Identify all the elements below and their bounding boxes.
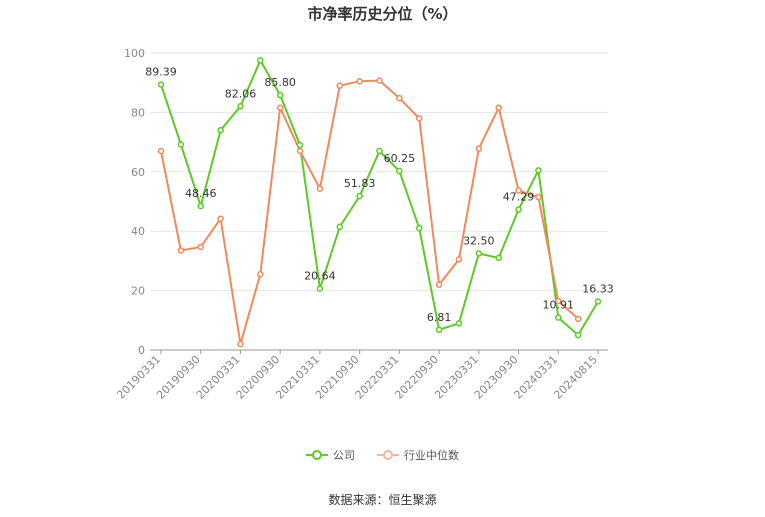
data-label: 60.25 xyxy=(384,152,416,165)
data-label: 51.83 xyxy=(344,177,376,190)
data-point-industry xyxy=(276,104,284,111)
axes: 0204060801002019033120190930202003312020… xyxy=(114,47,608,402)
data-point-industry xyxy=(197,243,204,251)
data-point-industry xyxy=(157,147,165,155)
data-label: 89.39 xyxy=(145,66,177,79)
data-label: 85.80 xyxy=(264,76,296,89)
data-point-company xyxy=(535,167,542,174)
data-point-company xyxy=(217,126,224,134)
data-point-company xyxy=(495,254,502,262)
data-label: 47.29 xyxy=(503,191,535,204)
data-label: 82.06 xyxy=(225,87,257,100)
data-point-industry xyxy=(376,77,383,84)
data-point-company xyxy=(177,141,185,148)
data-point-company xyxy=(455,320,463,327)
data-label: 48.46 xyxy=(185,187,217,200)
data-label: 32.50 xyxy=(463,234,495,247)
line-chart: 0204060801002019033120190930202003312020… xyxy=(114,47,614,402)
data-point-industry xyxy=(475,145,483,152)
data-point-company xyxy=(336,223,344,230)
legend-industry-label: 行业中位数 xyxy=(404,449,459,462)
data-point-industry xyxy=(296,147,304,155)
data-point-industry xyxy=(574,315,582,323)
data-point-industry xyxy=(515,187,522,194)
data-point-industry xyxy=(237,340,244,348)
y-tick-label: 80 xyxy=(131,106,145,119)
data-point-industry xyxy=(535,193,542,201)
y-tick-label: 100 xyxy=(124,47,145,60)
data-label: 20.64 xyxy=(304,270,336,283)
data-point-company xyxy=(555,314,562,321)
data-point-company xyxy=(515,206,522,213)
legend-item-company[interactable]: 公司 xyxy=(306,447,355,463)
x-tick-label: 20240815 xyxy=(551,353,600,402)
data-point-company xyxy=(276,91,284,99)
data-point-company xyxy=(157,81,165,88)
data-point-industry xyxy=(257,271,264,278)
data-point-company xyxy=(435,326,443,334)
data-point-industry xyxy=(555,297,562,305)
data-point-industry xyxy=(396,94,403,102)
data-point-company xyxy=(257,57,264,64)
data-point-company xyxy=(237,103,244,110)
legend: 公司 行业中位数 xyxy=(0,447,765,463)
data-point-industry xyxy=(495,104,502,111)
data-point-company xyxy=(415,224,423,232)
y-tick-label: 20 xyxy=(131,285,145,298)
data-source: 数据来源：恒生聚源 xyxy=(328,493,437,507)
data-point-company xyxy=(356,192,363,200)
series-line-industry xyxy=(160,79,579,346)
data-point-company xyxy=(475,250,483,257)
data-point-industry xyxy=(177,247,185,254)
chart-title: 市净率历史分位（%） xyxy=(307,5,458,23)
y-tick-label: 40 xyxy=(131,225,145,238)
data-label: 10.91 xyxy=(543,299,575,312)
data-point-company xyxy=(376,147,383,155)
data-point-company xyxy=(594,298,602,305)
data-point-industry xyxy=(356,77,363,85)
data-label: 16.33 xyxy=(582,282,614,295)
data-point-industry xyxy=(336,82,344,89)
data-point-company xyxy=(296,141,304,149)
data-point-industry xyxy=(435,281,443,288)
legend-item-industry[interactable]: 行业中位数 xyxy=(377,447,459,463)
data-labels: 89.39 48.46 82.06 85.80 20.64 51.83 60.25 6.81 3… xyxy=(145,66,614,324)
data-point-company xyxy=(197,202,204,210)
legend-company-marker xyxy=(306,450,328,460)
data-point-company xyxy=(316,285,324,292)
data-point-industry xyxy=(415,115,423,122)
data-label: 6.81 xyxy=(427,311,452,324)
data-point-industry xyxy=(455,256,463,263)
data-point-company xyxy=(574,331,582,339)
y-tick-label: 0 xyxy=(138,344,145,357)
legend-industry-marker xyxy=(377,450,399,460)
legend-company-label: 公司 xyxy=(333,449,355,462)
data-point-industry xyxy=(316,185,324,192)
y-tick-label: 60 xyxy=(131,166,145,179)
series-lines xyxy=(157,57,602,348)
grid-lines xyxy=(150,52,608,292)
data-point-industry xyxy=(217,215,224,222)
data-point-company xyxy=(396,167,403,175)
